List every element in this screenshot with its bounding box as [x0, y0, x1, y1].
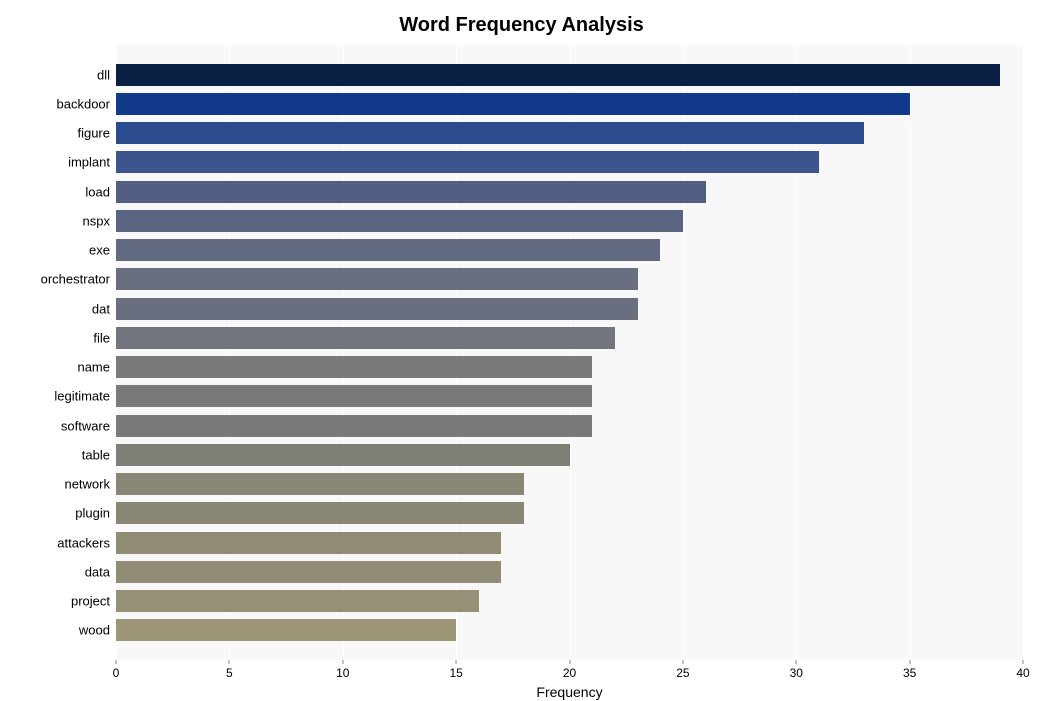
bar [116, 181, 706, 203]
y-category-label: dat [92, 301, 110, 316]
x-tick-mark [229, 660, 230, 664]
x-tick-mark [796, 660, 797, 664]
x-tick-label: 30 [790, 666, 803, 680]
y-category-label: dll [97, 67, 110, 82]
y-category-label: nspx [83, 213, 110, 228]
bar [116, 590, 479, 612]
y-category-label: implant [68, 155, 110, 170]
grid-line [1023, 45, 1024, 660]
bar [116, 93, 910, 115]
bar [116, 327, 615, 349]
plot-wrap: dll backdoor figure implant load nspx exe orche… [10, 45, 1033, 660]
x-tick-mark [1023, 660, 1024, 664]
bar [116, 502, 524, 524]
bar [116, 122, 864, 144]
x-tick-label: 40 [1016, 666, 1029, 680]
y-category-label: software [61, 418, 110, 433]
y-category-label: data [85, 564, 110, 579]
y-category-label: attackers [57, 535, 110, 550]
grid-line [910, 45, 911, 660]
bar [116, 298, 638, 320]
bar [116, 532, 501, 554]
chart-container: Word Frequency Analysis dll backdoor figur… [0, 0, 1043, 701]
y-category-label: project [71, 594, 110, 609]
x-tick-mark [909, 660, 910, 664]
bar [116, 619, 456, 641]
x-axis-title: Frequency [536, 684, 602, 700]
y-category-label: name [77, 360, 110, 375]
bar [116, 239, 660, 261]
y-axis: dll backdoor figure implant load nspx exe orche… [10, 45, 116, 660]
x-tick-label: 25 [676, 666, 689, 680]
x-tick-label: 20 [563, 666, 576, 680]
bar [116, 561, 501, 583]
x-tick-mark [569, 660, 570, 664]
x-tick-mark [116, 660, 117, 664]
y-category-label: orchestrator [41, 272, 110, 287]
y-category-label: table [82, 447, 110, 462]
x-tick-label: 35 [903, 666, 916, 680]
y-category-label: plugin [75, 506, 110, 521]
y-category-label: wood [79, 623, 110, 638]
bar [116, 415, 592, 437]
bar [116, 210, 683, 232]
x-tick-label: 0 [113, 666, 120, 680]
bar [116, 64, 1000, 86]
y-category-label: network [64, 477, 110, 492]
y-category-label: backdoor [57, 96, 110, 111]
x-tick-label: 15 [449, 666, 462, 680]
bar [116, 356, 592, 378]
bar [116, 473, 524, 495]
y-category-label: legitimate [54, 389, 110, 404]
x-tick-label: 10 [336, 666, 349, 680]
y-category-label: exe [89, 243, 110, 258]
bar [116, 151, 819, 173]
bar [116, 268, 638, 290]
bar [116, 444, 570, 466]
bar [116, 385, 592, 407]
x-axis: Frequency 0510152025303540 [116, 660, 1023, 700]
x-tick-mark [682, 660, 683, 664]
y-category-label: file [93, 330, 110, 345]
x-tick-mark [342, 660, 343, 664]
x-tick-mark [456, 660, 457, 664]
chart-title: Word Frequency Analysis [10, 14, 1033, 37]
x-tick-label: 5 [226, 666, 233, 680]
plot-area [116, 45, 1023, 660]
y-category-label: figure [77, 126, 110, 141]
y-category-label: load [85, 184, 110, 199]
